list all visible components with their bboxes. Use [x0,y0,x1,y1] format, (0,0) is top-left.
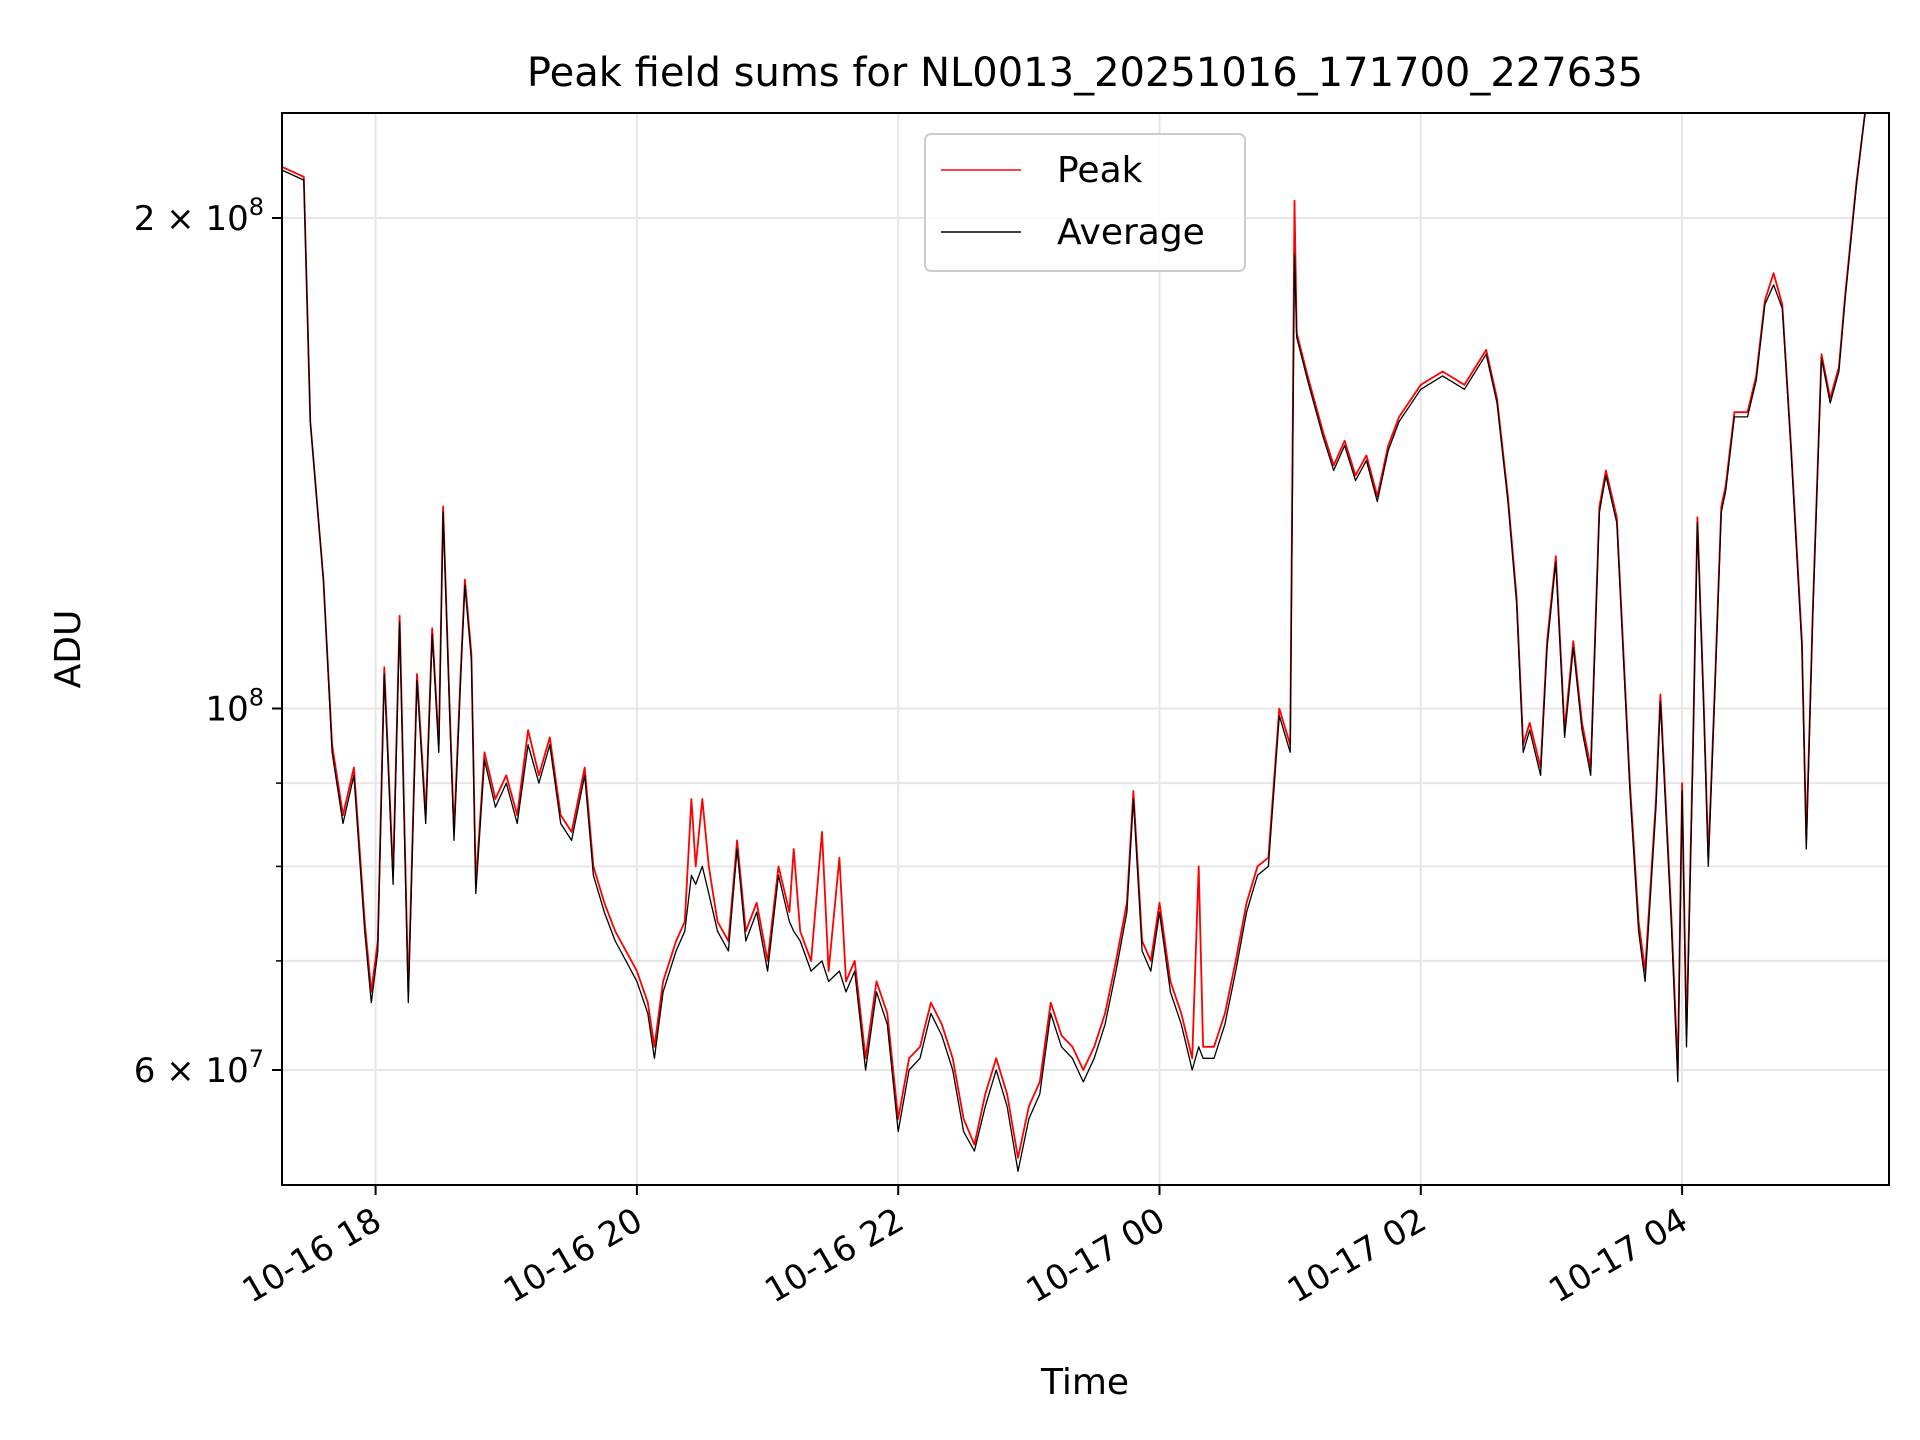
y-tick-label: 108 [205,684,264,730]
legend-label-peak: Peak [1057,150,1143,191]
y-tick-label-base: 6 × 10 [134,1051,249,1091]
legend-box [924,133,1246,272]
y-tick-label: 6 × 107 [134,1045,264,1091]
series-line-average [282,113,1866,1172]
y-tick-label-base: 10 [205,690,248,730]
x-axis-label: Time [1040,1362,1129,1403]
y-tick-label-exponent: 7 [249,1045,264,1073]
legend-label-average: Average [1057,212,1205,253]
y-tick-label-base: 2 × 10 [134,199,249,239]
series-layer [282,113,1866,1172]
legend: Peak Average [924,133,1246,272]
y-tick-label-exponent: 8 [249,193,264,221]
grid [282,113,1889,1185]
y-tick-label: 2 × 108 [134,193,264,239]
plot-frame [281,112,1890,1186]
y-axis-label: ADU [48,610,89,689]
y-tick-label-exponent: 8 [249,684,264,712]
chart-title: Peak field sums for NL0013_20251016_1717… [527,50,1643,96]
